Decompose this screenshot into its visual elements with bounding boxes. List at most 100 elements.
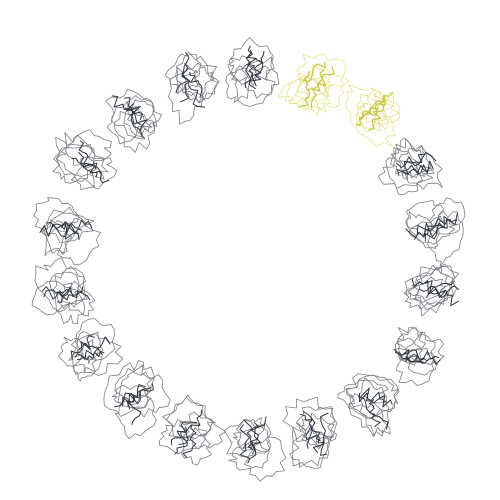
subunit-outline — [296, 53, 346, 98]
subunit-outline — [408, 215, 459, 245]
subunit-outline — [56, 143, 109, 180]
subunit-backbone — [39, 223, 80, 238]
subunit-backbone — [302, 410, 313, 449]
subunit-ring — [31, 37, 466, 482]
subunit-backbone — [369, 399, 381, 427]
subunit-outline — [31, 280, 80, 316]
protein-subunit — [33, 197, 101, 266]
subunit-backbone — [251, 416, 267, 455]
subunit-backbone — [111, 95, 142, 126]
subunit-backbone — [402, 164, 431, 173]
protein-subunit — [405, 197, 466, 268]
subunit-backbone — [393, 348, 428, 363]
subunit-backbone — [396, 152, 437, 169]
subunit-backbone — [310, 69, 325, 109]
subunit-outline — [385, 148, 423, 195]
protein-subunit — [105, 88, 163, 153]
subunit-outline — [289, 427, 334, 468]
subunit-backbone — [50, 221, 83, 234]
subunit-outline — [68, 332, 124, 376]
subunit-backbone — [189, 71, 203, 98]
subunit-backbone — [418, 280, 455, 293]
subunit-outline — [355, 103, 396, 148]
subunit-outline — [225, 65, 253, 103]
subunit-outline — [345, 373, 400, 420]
subunit-backbone — [307, 65, 335, 92]
protein-subunit — [403, 263, 460, 317]
subunit-outline — [49, 266, 88, 309]
subunit-outline — [406, 211, 440, 249]
subunit-outline — [345, 374, 400, 419]
subunit-outline — [395, 347, 436, 387]
subunit-backbone — [312, 412, 329, 454]
subunit-outline — [34, 257, 87, 313]
subunit-outline — [398, 145, 432, 179]
subunit-backbone — [243, 419, 254, 451]
subunit-outline — [296, 64, 350, 111]
protein-subunit — [103, 360, 171, 440]
subunit-backbone — [423, 212, 458, 237]
subunit-backbone — [403, 349, 440, 361]
protein-subunit — [57, 318, 124, 382]
subunit-outline — [123, 95, 163, 137]
subunit-backbone — [175, 52, 190, 94]
protein-subunit — [223, 416, 287, 482]
subunit-backbone — [71, 157, 102, 173]
subunit-backbone — [355, 103, 378, 126]
subunit-outline — [179, 411, 227, 450]
subunit-backbone — [174, 426, 188, 455]
subunit-backbone — [239, 424, 251, 464]
subunit-outline — [427, 210, 464, 268]
subunit-outline — [359, 95, 400, 126]
subunit-outline — [162, 394, 216, 440]
subunit-backbone — [180, 63, 191, 103]
subunit-backbone — [397, 153, 424, 177]
subunit-backbone — [74, 348, 103, 360]
subunit-outline — [114, 360, 156, 405]
subunit-backbone — [414, 218, 449, 240]
subunit-backbone — [250, 50, 265, 87]
protein-subunit — [337, 373, 400, 437]
subunit-outline — [429, 197, 466, 235]
subunit-outline — [411, 266, 458, 305]
subunit-outline — [277, 75, 332, 105]
subunit-outline — [167, 64, 204, 125]
subunit-backbone — [305, 425, 328, 456]
subunit-outline — [113, 106, 156, 153]
subunit-backbone — [76, 351, 105, 361]
subunit-outline — [301, 412, 337, 450]
subunit-outline — [403, 276, 449, 310]
subunit-backbone — [126, 383, 154, 410]
subunit-backbone — [425, 285, 460, 299]
subunit-backbone — [405, 222, 445, 238]
protein-subunit — [378, 137, 443, 195]
subunit-outline — [231, 63, 276, 107]
subunit-backbone — [78, 336, 111, 351]
subunit-backbone — [299, 413, 321, 442]
subunit-outline — [241, 56, 280, 99]
subunit-outline — [70, 318, 116, 361]
protein-subunit — [31, 257, 96, 325]
protein-subunit — [277, 53, 350, 116]
subunit-outline — [405, 200, 445, 235]
subunit-outline — [368, 91, 401, 131]
subunit-backbone — [61, 219, 93, 229]
subunit-backbone — [405, 355, 441, 365]
subunit-backbone — [404, 160, 434, 175]
subunit-outline — [243, 436, 287, 482]
subunit-backbone — [246, 45, 257, 78]
subunit-outline — [413, 263, 459, 317]
subunit-outline — [183, 66, 219, 104]
subunit-outline — [407, 266, 449, 304]
subunit-backbone — [58, 288, 91, 301]
subunit-backbone — [57, 286, 84, 304]
subunit-outline — [55, 132, 97, 188]
subunit-backbone — [78, 151, 98, 178]
subunit-backbone — [411, 278, 446, 299]
subunit-outline — [158, 418, 208, 455]
subunit-outline — [175, 51, 220, 104]
subunit-outline — [164, 53, 202, 95]
protein-subunit — [345, 84, 401, 148]
